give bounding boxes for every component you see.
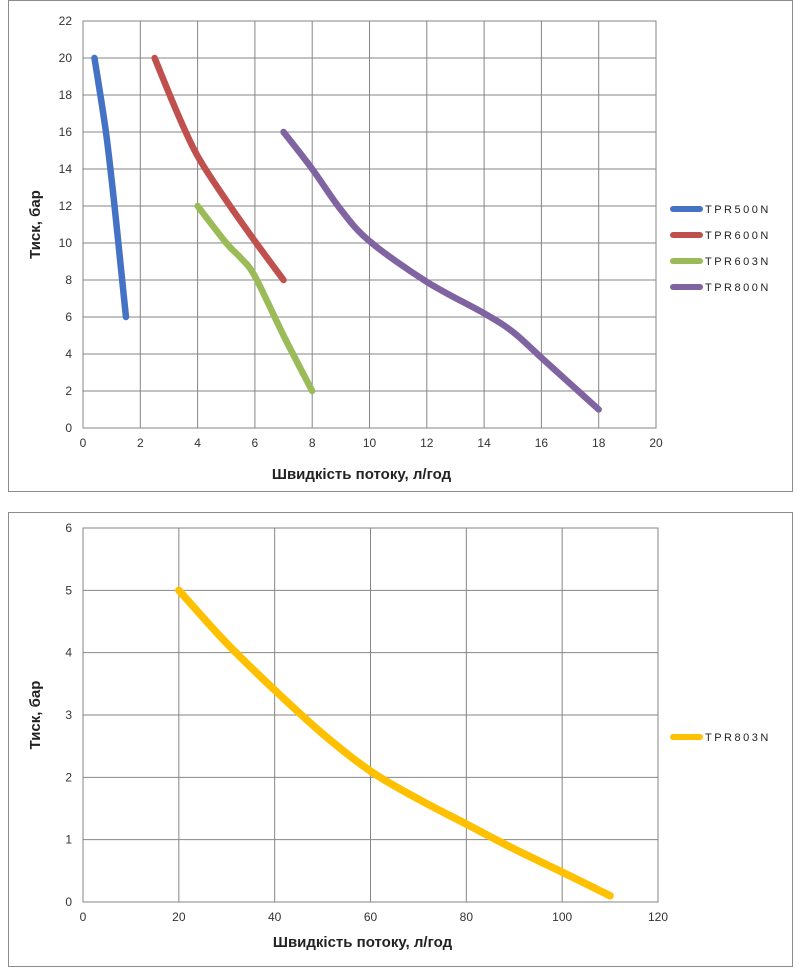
y-tick-label: 16	[59, 125, 73, 139]
y-tick-label: 20	[59, 51, 73, 65]
series-line-tpr803n	[175, 586, 614, 900]
x-tick-label: 8	[309, 436, 316, 450]
y-tick-label: 2	[65, 384, 72, 398]
y-tick-label: 14	[59, 162, 73, 176]
y-tick-label: 6	[65, 310, 72, 324]
legend-label: TPR500N	[705, 204, 771, 216]
y-tick-label: 0	[65, 895, 72, 909]
x-tick-label: 80	[460, 910, 474, 924]
x-tick-label: 18	[592, 436, 606, 450]
y-tick-label: 0	[65, 421, 72, 435]
pressure-flow-chart-1: 0 2 4 6 8 10 12 14 16 18 20 0 2 4 6 8 10 12 14 16 18 20 22 Швид…	[8, 0, 793, 492]
x-tick-label: 12	[420, 436, 434, 450]
x-tick-label: 6	[252, 436, 259, 450]
legend-label: TPR600N	[705, 230, 771, 242]
x-tick-label: 16	[535, 436, 549, 450]
x-tick-label: 20	[649, 436, 663, 450]
x-tick-label: 4	[194, 436, 201, 450]
x-tick-label: 40	[268, 910, 282, 924]
x-tick-label: 10	[363, 436, 377, 450]
legend-label: TPR803N	[705, 732, 771, 744]
x-tick-label: 120	[648, 910, 668, 924]
series-line-tpr500n	[91, 54, 130, 321]
y-tick-label: 22	[59, 14, 73, 28]
y-tick-label: 12	[59, 199, 73, 213]
x-tick-label: 0	[80, 436, 87, 450]
pressure-flow-chart-2: 0 20 40 60 80 100 120 0 1 2 3 4 5 6 Швидкість потоку, …	[8, 512, 793, 967]
y-tick-label: 8	[65, 273, 72, 287]
series-line-tpr800n	[280, 128, 602, 413]
series-line-tpr600n	[151, 54, 287, 284]
x-tick-label: 100	[552, 910, 572, 924]
y-axis-title: Тиск, бар	[27, 190, 44, 259]
x-tick-label: 14	[477, 436, 491, 450]
x-tick-label: 20	[172, 910, 186, 924]
x-axis-title: Швидкість потоку, л/год	[273, 934, 453, 951]
y-tick-label: 1	[65, 833, 72, 847]
y-axis-title: Тиск, бар	[27, 681, 44, 750]
chart-2-svg: 0 20 40 60 80 100 120 0 1 2 3 4 5 6 Швидкість потоку, …	[27, 521, 771, 951]
legend-label: TPR800N	[705, 282, 771, 294]
y-tick-label: 3	[65, 708, 72, 722]
series-line-tpr603n	[194, 202, 316, 395]
x-tick-label: 60	[364, 910, 378, 924]
y-tick-label: 4	[65, 347, 72, 361]
legend-label: TPR603N	[705, 256, 771, 268]
y-tick-label: 18	[59, 88, 73, 102]
y-tick-label: 10	[59, 236, 73, 250]
y-tick-label: 6	[65, 521, 72, 535]
y-tick-label: 2	[65, 770, 72, 784]
x-tick-label: 2	[137, 436, 144, 450]
x-tick-label: 0	[80, 910, 87, 924]
y-tick-label: 4	[65, 646, 72, 660]
y-tick-label: 5	[65, 583, 72, 597]
x-axis-title: Швидкість потоку, л/год	[272, 466, 452, 483]
chart-1-svg: 0 2 4 6 8 10 12 14 16 18 20 0 2 4 6 8 10 12 14 16 18 20 22 Швид…	[27, 14, 771, 483]
